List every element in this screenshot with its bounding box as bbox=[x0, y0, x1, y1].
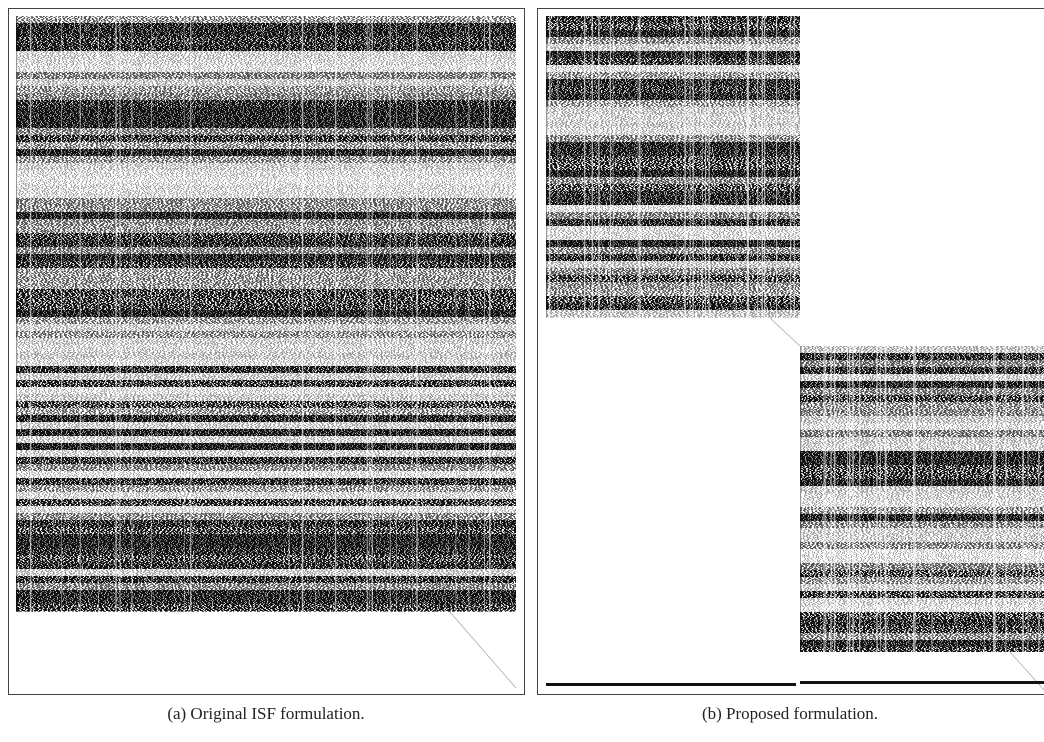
sparsity-pattern-b-block-1 bbox=[546, 16, 800, 318]
caption-a: (a) Original ISF formulation. bbox=[167, 704, 364, 723]
panel-a-frame bbox=[8, 8, 525, 695]
panel-b-frame bbox=[537, 8, 1044, 695]
caption-b: (b) Proposed formulation. bbox=[702, 704, 878, 723]
sparsity-pattern-a bbox=[16, 16, 516, 612]
diagonal bbox=[769, 317, 801, 347]
diagonal bbox=[449, 611, 517, 689]
diagonal bbox=[1009, 651, 1044, 691]
sparsity-pattern-b-block-2 bbox=[800, 346, 1044, 652]
constraint-row bbox=[800, 681, 1044, 684]
constraint-row bbox=[546, 683, 796, 686]
